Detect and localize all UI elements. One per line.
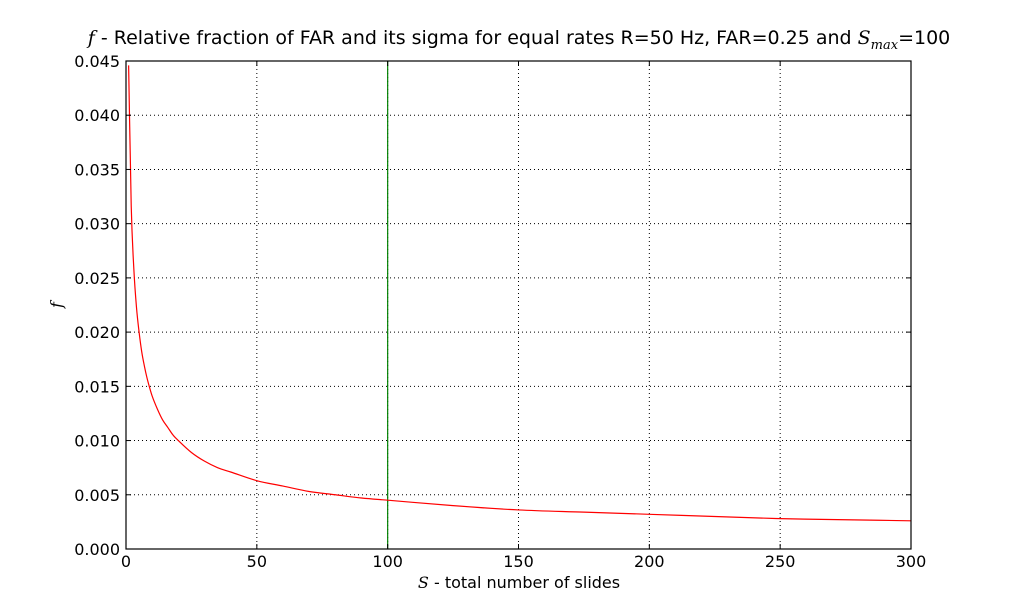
title-smax-sub: max	[871, 38, 899, 53]
y-tick-label: 0.030	[74, 215, 120, 234]
x-tick-label: 200	[634, 552, 665, 571]
x-axis-label-text: - total number of slides	[429, 573, 620, 592]
x-tick-label: 100	[372, 552, 403, 571]
y-tick-label: 0.005	[74, 486, 120, 505]
x-tick-label: 300	[896, 552, 927, 571]
title-smax-base: S	[858, 27, 871, 49]
y-tick-label: 0.040	[74, 106, 120, 125]
y-tick-label: 0.020	[74, 323, 120, 342]
title-text: - Relative fraction of FAR and its sigma…	[95, 27, 858, 49]
title-smax-value: =100	[898, 27, 950, 49]
y-tick-label: 0.045	[74, 52, 120, 71]
y-tick-label: 0.015	[74, 377, 120, 396]
x-tick-label: 250	[765, 552, 796, 571]
x-tick-label: 0	[121, 552, 131, 571]
y-tick-label: 0.035	[74, 160, 120, 179]
x-tick-label: 50	[247, 552, 267, 571]
y-tick-label: 0.025	[74, 269, 120, 288]
y-tick-label: 0.010	[74, 432, 120, 451]
y-tick-label: 0.000	[74, 540, 120, 559]
x-tick-label: 150	[503, 552, 534, 571]
plot-area: 0 50 100 150 200 250 300 0.000 0.005 0.010 0.015 0.…	[74, 52, 926, 571]
x-axis-label: S - total number of slides	[418, 573, 620, 592]
x-axis-label-symbol: S	[418, 573, 429, 592]
